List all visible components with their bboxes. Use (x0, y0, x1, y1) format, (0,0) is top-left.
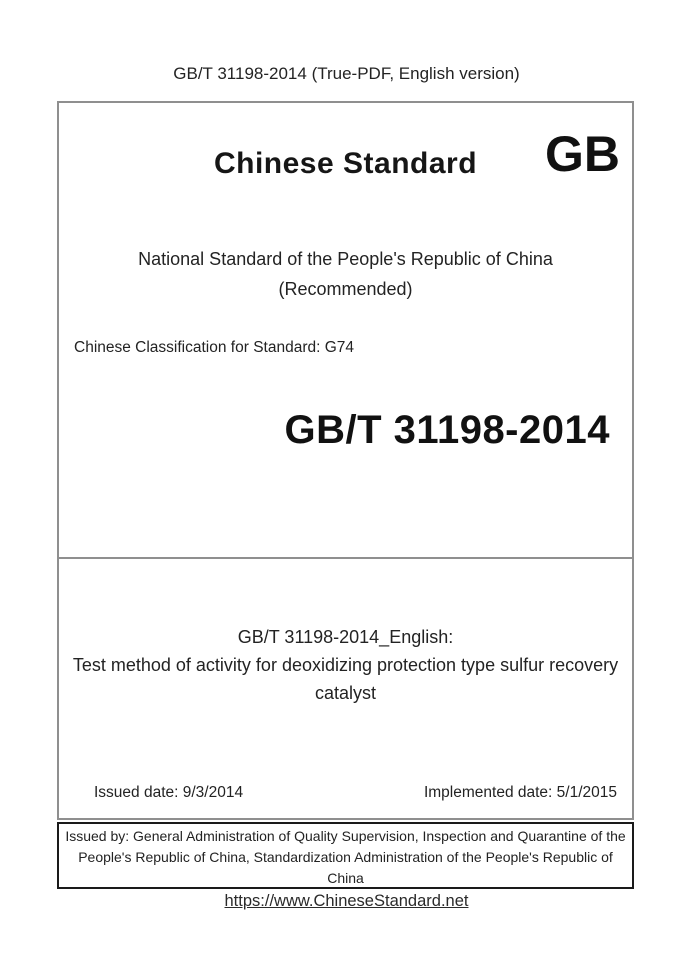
section-divider (58, 557, 633, 559)
english-title: Test method of activity for deoxidizing … (72, 655, 619, 703)
page-header-title: GB/T 31198-2014 (True-PDF, English versi… (173, 64, 520, 83)
national-standard-line: National Standard of the People's Republ… (138, 249, 553, 269)
footer: https://www.ChineseStandard.net (0, 892, 693, 911)
english-title-block: GB/T 31198-2014_English: Test method of … (59, 623, 632, 707)
recommended-line: (Recommended) (278, 279, 413, 299)
brand-code-gb: GB (545, 126, 620, 182)
footer-url-link[interactable]: https://www.ChineseStandard.net (224, 892, 469, 910)
dates-row: Issued date: 9/3/2014 Implemented date: … (94, 784, 617, 802)
standard-number: GB/T 31198-2014 (284, 408, 610, 452)
issued-date: Issued date: 9/3/2014 (94, 784, 244, 801)
english-heading: GB/T 31198-2014_English: (237, 627, 454, 647)
issuer-box: Issued by: General Administration of Qua… (57, 822, 634, 889)
classification-line: Chinese Classification for Standard: G74 (74, 339, 355, 356)
implemented-date: Implemented date: 5/1/2015 (423, 784, 617, 801)
cover-box: Chinese Standard GB National Standard of… (57, 101, 634, 820)
brand-title: Chinese Standard (213, 147, 478, 180)
